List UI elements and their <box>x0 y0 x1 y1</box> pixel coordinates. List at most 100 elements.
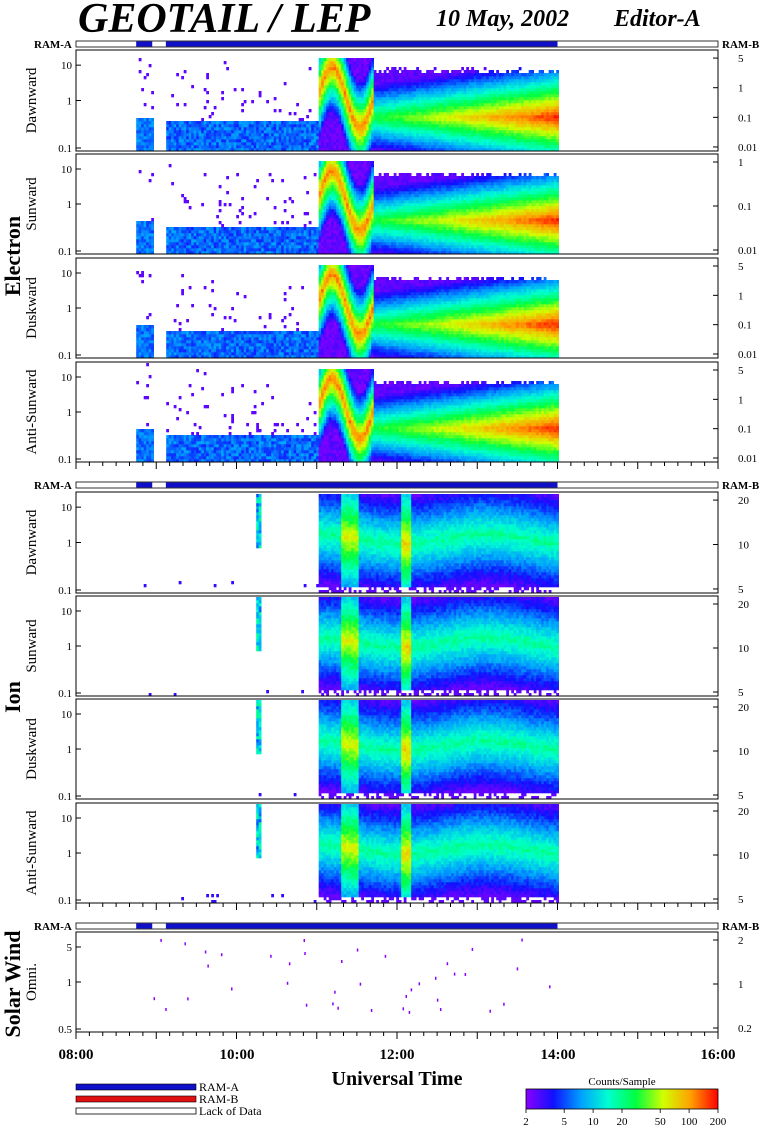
spectrogram-cell <box>304 176 307 179</box>
spectrogram-cell <box>214 233 217 236</box>
spectrogram-cell <box>364 206 367 209</box>
spectrogram-cell <box>366 233 369 236</box>
spectrogram-cell <box>251 248 254 251</box>
spectrogram-cell <box>361 209 364 212</box>
spectrogram-cell <box>536 91 539 94</box>
spectrogram-cell <box>374 221 377 224</box>
spectrogram-cell <box>371 127 374 130</box>
spectrogram-cell <box>501 73 504 76</box>
spectrogram-cell <box>449 79 452 82</box>
spectrogram-cell <box>516 85 519 88</box>
spectrogram-cell <box>256 136 259 139</box>
spectrogram-cell <box>321 76 324 79</box>
spectrogram-cell <box>386 88 389 91</box>
spectrogram-cell <box>239 136 242 139</box>
spectrogram-cell <box>529 130 532 133</box>
spectrogram-cell <box>334 73 337 76</box>
spectrogram-cell <box>181 236 184 239</box>
spectrogram-cell <box>334 221 337 224</box>
spectrogram-cell <box>144 236 147 239</box>
spectrogram-cell <box>529 124 532 127</box>
spectrogram-cell <box>374 109 377 112</box>
spectrogram-cell <box>344 236 347 239</box>
spectrogram-cell <box>511 94 514 97</box>
spectrogram-cell <box>356 118 359 121</box>
spectrogram-cell <box>359 239 362 242</box>
spectrogram-cell <box>326 127 329 130</box>
spectrogram-cell <box>201 130 204 133</box>
spectrogram-cell <box>319 176 322 179</box>
spectrogram-cell <box>239 230 242 233</box>
spectrogram-cell <box>539 91 542 94</box>
spectrogram-cell <box>384 221 387 224</box>
spectrogram-cell <box>194 236 197 239</box>
spectrogram-cell <box>176 142 179 145</box>
spectrogram-cell <box>221 245 224 248</box>
spectrogram-cell <box>339 173 342 176</box>
spectrogram-cell <box>151 221 154 224</box>
spectrogram-cell <box>359 164 362 167</box>
spectrogram-cell <box>274 248 277 251</box>
spectrogram-cell <box>209 233 212 236</box>
spectrogram-cell <box>269 242 272 245</box>
spectrogram-cell <box>544 139 547 142</box>
spectrogram-cell <box>221 248 224 251</box>
spectrogram-cell <box>361 206 364 209</box>
spectrogram-cell <box>426 85 429 88</box>
spectrogram-cell <box>136 245 139 248</box>
spectrogram-cell <box>386 85 389 88</box>
spectrogram-cell <box>534 136 537 139</box>
spectrogram-cell <box>351 136 354 139</box>
spectrogram-cell <box>311 242 314 245</box>
spectrogram-cell <box>141 133 144 136</box>
spectrogram-cell <box>196 236 199 239</box>
spectrogram-cell <box>234 142 237 145</box>
spectrogram-cell <box>201 124 204 127</box>
spectrogram-cell <box>341 127 344 130</box>
spectrogram-cell <box>324 230 327 233</box>
spectrogram-cell <box>191 248 194 251</box>
spectrogram-cell <box>404 136 407 139</box>
spectrogram-cell <box>436 121 439 124</box>
spectrogram-cell <box>344 142 347 145</box>
spectrogram-cell <box>229 245 232 248</box>
spectrogram-cell <box>361 215 364 218</box>
spectrogram-cell <box>151 91 154 94</box>
spectrogram-cell <box>171 121 174 124</box>
spectrogram-cell <box>366 112 369 115</box>
spectrogram-cell <box>551 82 554 85</box>
spectrogram-cell <box>549 142 552 145</box>
spectrogram-cell <box>336 124 339 127</box>
spectrogram-cell <box>516 121 519 124</box>
spectrogram-cell <box>309 221 312 224</box>
spectrogram-cell <box>286 227 289 230</box>
spectrogram-cell <box>531 142 534 145</box>
spectrogram-cell <box>311 227 314 230</box>
spectrogram-cell <box>299 118 302 121</box>
spectrogram-cell <box>334 79 337 82</box>
spectrogram-cell <box>351 203 354 206</box>
spectrogram-cell <box>271 124 274 127</box>
spectrogram-cell <box>516 73 519 76</box>
spectrogram-cell <box>466 121 469 124</box>
spectrogram-cell <box>361 97 364 100</box>
spectrogram-cell <box>379 224 382 227</box>
spectrogram-cell <box>241 130 244 133</box>
spectrogram-cell <box>204 127 207 130</box>
spectrogram-cell <box>409 121 412 124</box>
spectrogram-cell <box>236 173 239 176</box>
spectrogram-cell <box>336 218 339 221</box>
spectrogram-cell <box>311 136 314 139</box>
spectrogram-cell <box>509 118 512 121</box>
spectrogram-cell <box>386 188 389 191</box>
spectrogram-cell <box>144 227 147 230</box>
spectrogram-cell <box>509 82 512 85</box>
spectrogram-cell <box>441 73 444 76</box>
spectrogram-cell <box>416 142 419 145</box>
spectrogram-cell <box>334 97 337 100</box>
spectrogram-cell <box>394 145 397 148</box>
spectrogram-cell <box>441 109 444 112</box>
spectrogram-cell <box>216 145 219 148</box>
spectrogram-cell <box>426 142 429 145</box>
spectrogram-cell <box>369 173 372 176</box>
